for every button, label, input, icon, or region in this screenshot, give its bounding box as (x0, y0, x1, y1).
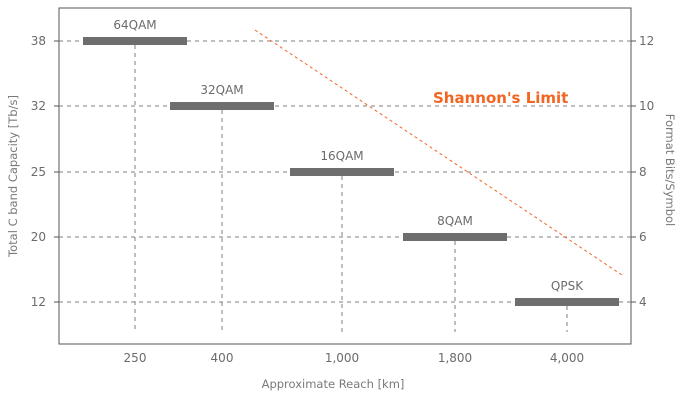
bar-label: QPSK (551, 279, 584, 293)
bar-label: 16QAM (320, 149, 363, 163)
bar-64qam (83, 37, 187, 45)
shannon-limit-line (254, 29, 623, 276)
bar-label: 32QAM (200, 83, 243, 97)
y-left-tick-label: 38 (31, 34, 46, 48)
y-right-tick-label: 10 (639, 99, 654, 113)
x-tick-label: 1,000 (325, 351, 359, 365)
x-tick-label: 400 (211, 351, 234, 365)
shannon-limit (254, 29, 623, 276)
tick-labels: 38 12 32 10 25 8 20 6 12 4 250 400 1,000 1,800 4,000 (31, 34, 655, 365)
y-left-tick-label: 25 (31, 165, 46, 179)
y-left-tick-label: 12 (31, 295, 46, 309)
bar-label: 64QAM (113, 18, 156, 32)
bar-label: 8QAM (437, 214, 473, 228)
bar-qpsk (515, 298, 619, 306)
y-right-tick-label: 12 (639, 34, 654, 48)
bar-8qam (403, 233, 507, 241)
bar-32qam (170, 102, 274, 110)
bar-16qam (290, 168, 394, 176)
x-tick-label: 250 (124, 351, 147, 365)
x-tick-label: 1,800 (438, 351, 472, 365)
y-right-tick-label: 8 (639, 165, 647, 179)
x-axis-label: Approximate Reach [km] (262, 377, 405, 391)
x-tick-label: 4,000 (550, 351, 584, 365)
plot-area-frame (58, 7, 632, 345)
y-right-tick-label: 4 (639, 295, 647, 309)
bars: 64QAM 32QAM 16QAM 8QAM QPSK (83, 18, 619, 306)
y-right-tick-label: 6 (639, 230, 647, 244)
shannon-limit-label: Shannon's Limit (433, 89, 568, 107)
y-left-tick-label: 20 (31, 230, 46, 244)
y-axis-left-label: Total C band Capacity [Tb/s] (6, 95, 20, 258)
y-axis-right-label: Format Bits/Symbol (663, 114, 677, 226)
y-left-tick-label: 32 (31, 99, 46, 113)
grid (54, 40, 636, 332)
